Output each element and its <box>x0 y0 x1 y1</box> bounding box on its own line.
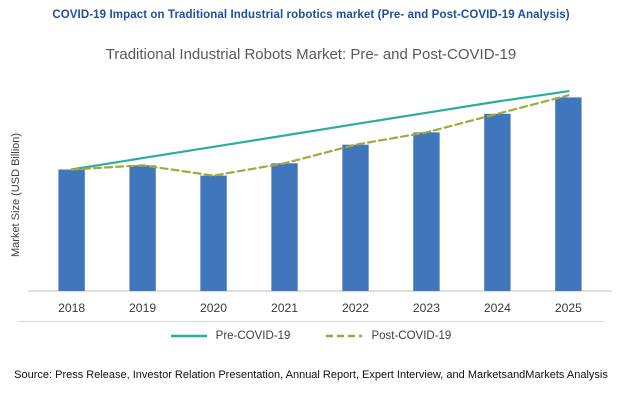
bar-2019 <box>129 165 155 291</box>
legend-label: Post-COVID-19 <box>371 330 451 342</box>
bar-2021 <box>271 163 297 291</box>
x-tick-2018: 2018 <box>58 301 85 315</box>
report-title: COVID-19 Impact on Traditional Industria… <box>52 9 569 21</box>
x-tick-2024: 2024 <box>484 301 511 315</box>
bar-2022 <box>342 145 368 291</box>
x-tick-2019: 2019 <box>129 301 156 315</box>
chart-title: Traditional Industrial Robots Market: Pr… <box>0 46 622 63</box>
bar-2020 <box>200 176 226 291</box>
page: COVID-19 Impact on Traditional Industria… <box>0 0 622 413</box>
legend-label: Pre-COVID-19 <box>216 330 291 342</box>
x-tick-2025: 2025 <box>555 301 582 315</box>
chart-body: Market Size (USD Billion) 20182019202020… <box>6 69 614 321</box>
bar-2024 <box>484 114 510 291</box>
bar-2023 <box>413 132 439 291</box>
legend-item-pre-covid-19: Pre-COVID-19 <box>171 330 291 342</box>
legend-solid-line-icon <box>171 333 207 339</box>
bar-2018 <box>58 170 84 292</box>
legend-dashed-line-icon <box>326 333 362 339</box>
x-tick-2023: 2023 <box>413 301 440 315</box>
bar-2025 <box>555 97 581 291</box>
chart-plot: 2018 2019 2020 2021 2022 2023 2024 2025 <box>26 69 614 321</box>
chart-legend: Pre-COVID-19 Post-COVID-19 <box>0 322 622 347</box>
source-note: Source: Press Release, Investor Relation… <box>0 367 622 384</box>
legend-item-post-covid-19: Post-COVID-19 <box>326 330 451 342</box>
x-tick-2022: 2022 <box>342 301 369 315</box>
report-header: COVID-19 Impact on Traditional Industria… <box>0 0 622 21</box>
x-tick-2021: 2021 <box>271 301 298 315</box>
x-tick-2020: 2020 <box>200 301 227 315</box>
chart: Traditional Industrial Robots Market: Pr… <box>0 46 622 347</box>
y-axis-label: Market Size (USD Billion) <box>6 69 26 321</box>
